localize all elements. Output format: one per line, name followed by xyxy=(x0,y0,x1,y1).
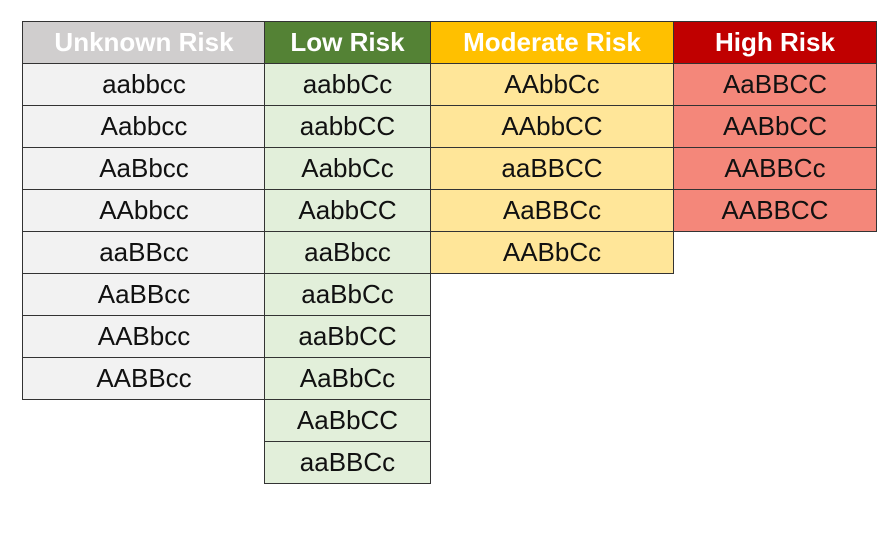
table-cell: AABBCc xyxy=(673,147,877,190)
table-cell: Aabbcc xyxy=(22,105,266,148)
table-cell: aabbCc xyxy=(264,63,431,106)
table-cell: AabbCC xyxy=(264,189,431,232)
table-cell: AaBbCc xyxy=(264,357,431,400)
unknown-risk-column: Unknown Risk aabbcc Aabbcc AaBbcc AAbbcc… xyxy=(22,21,266,400)
low-risk-header: Low Risk xyxy=(264,21,431,64)
table-cell: aaBBcc xyxy=(22,231,266,274)
table-cell: AAbbcc xyxy=(22,189,266,232)
table-cell: aaBbCc xyxy=(264,273,431,316)
table-cell: AaBBcc xyxy=(22,273,266,316)
moderate-risk-column: Moderate Risk AAbbCc AAbbCC aaBBCC AaBBC… xyxy=(430,21,674,274)
table-cell: AABbCC xyxy=(673,105,877,148)
table-cell: AABbCc xyxy=(430,231,674,274)
moderate-risk-header: Moderate Risk xyxy=(430,21,674,64)
table-cell: aaBbCC xyxy=(264,315,431,358)
table-cell: AABbcc xyxy=(22,315,266,358)
high-risk-column: High Risk AaBBCC AABbCC AABBCc AABBCC xyxy=(673,21,877,232)
table-cell: aaBbcc xyxy=(264,231,431,274)
table-cell: aabbCC xyxy=(264,105,431,148)
table-cell: AAbbCc xyxy=(430,63,674,106)
table-cell: aaBBCc xyxy=(264,441,431,484)
high-risk-header: High Risk xyxy=(673,21,877,64)
table-cell: aaBBCC xyxy=(430,147,674,190)
unknown-risk-header: Unknown Risk xyxy=(22,21,266,64)
table-cell: AabbCc xyxy=(264,147,431,190)
low-risk-column: Low Risk aabbCc aabbCC AabbCc AabbCC aaB… xyxy=(264,21,431,484)
table-cell: AaBBCC xyxy=(673,63,877,106)
table-cell: AAbbCC xyxy=(430,105,674,148)
table-cell: AABBCC xyxy=(673,189,877,232)
table-cell: AaBbcc xyxy=(22,147,266,190)
table-cell: AaBbCC xyxy=(264,399,431,442)
table-cell: AABBcc xyxy=(22,357,266,400)
table-cell: aabbcc xyxy=(22,63,266,106)
table-cell: AaBBCc xyxy=(430,189,674,232)
